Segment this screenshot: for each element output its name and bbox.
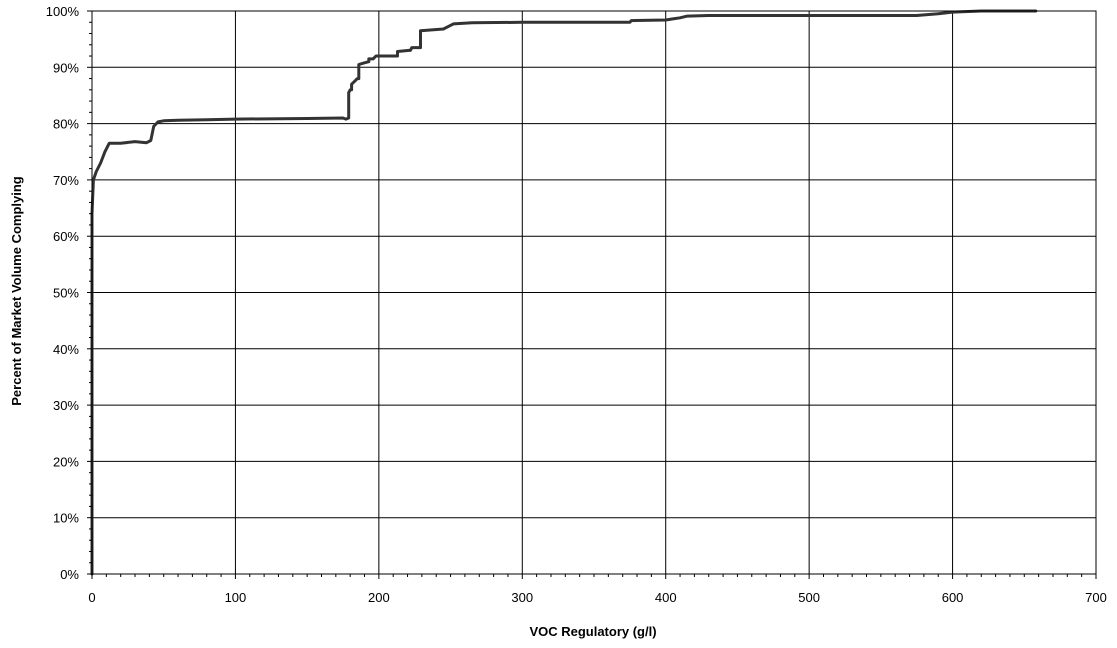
grid (91, 10, 1097, 575)
x-tick-label: 200 (368, 590, 390, 605)
y-tick-label: 40% (53, 342, 79, 357)
x-tick-label: 400 (655, 590, 677, 605)
y-tick-label: 100% (46, 4, 80, 19)
x-tick-label: 100 (225, 590, 247, 605)
y-tick-label: 70% (53, 173, 79, 188)
series-layer (90, 9, 1038, 576)
x-tick-label: 600 (942, 590, 964, 605)
tick-labels: 0 100 200 300 400 500 600 700 0% 10% 20% 30% 40% 50% 6… (46, 4, 1107, 605)
x-tick-label: 300 (511, 590, 533, 605)
x-tick-label: 500 (798, 590, 820, 605)
y-tick-label: 30% (53, 398, 79, 413)
y-tick-label: 80% (53, 117, 79, 132)
series-line (90, 9, 1038, 576)
y-tick-label: 50% (53, 286, 79, 301)
x-axis-title: VOC Regulatory (g/l) (529, 624, 656, 639)
y-axis-title: Percent of Market Volume Complying (9, 176, 24, 406)
x-tick-label: 700 (1085, 590, 1107, 605)
x-tick-label: 0 (88, 590, 95, 605)
y-tick-label: 10% (53, 511, 79, 526)
axes (87, 10, 1097, 579)
y-tick-label: 60% (53, 229, 79, 244)
y-tick-label: 0% (60, 567, 79, 582)
y-tick-label: 90% (53, 60, 79, 75)
y-tick-label: 20% (53, 454, 79, 469)
